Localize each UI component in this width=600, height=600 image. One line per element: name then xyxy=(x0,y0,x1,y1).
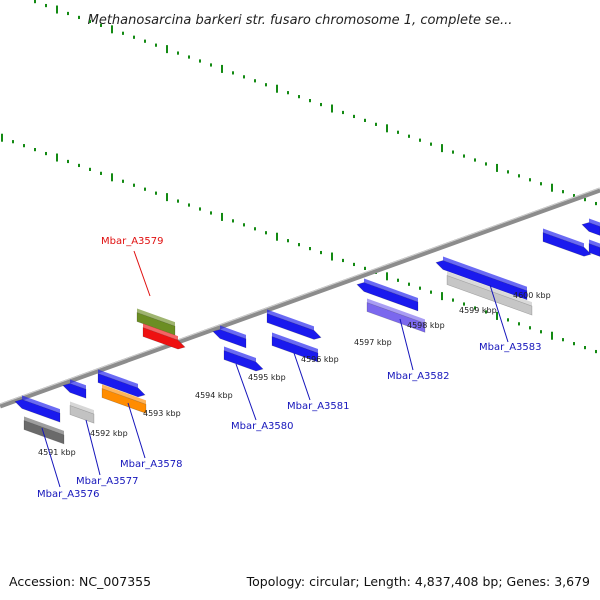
kbp-label: 4596 kbp xyxy=(301,355,339,364)
genome-track: 4591 kbp 4592 kbp 4593 kbp 4594 kbp 4595 kbp… xyxy=(0,0,600,500)
gene-leader-line xyxy=(293,352,311,401)
gene-label: Mbar_A3577 xyxy=(76,476,139,487)
kbp-label: 4592 kbp xyxy=(90,429,128,438)
gene-block-top xyxy=(267,309,314,331)
gene-block xyxy=(101,388,147,414)
gene-block xyxy=(142,327,186,350)
gene-block xyxy=(581,222,600,236)
gene-block xyxy=(588,243,600,257)
genome-stats-label: Topology: circular; Length: 4,837,408 bp… xyxy=(246,574,590,589)
gene-label: Mbar_A3582 xyxy=(387,371,450,382)
gene-block xyxy=(266,313,322,340)
gene-block-top xyxy=(543,228,584,248)
gene-block-top xyxy=(70,401,94,415)
chromosome-backbone-highlight xyxy=(0,187,600,405)
gene-block-top xyxy=(589,239,600,248)
gene-block xyxy=(223,350,264,372)
gene-label: Mbar_A3579 xyxy=(101,236,164,247)
gene-block xyxy=(14,399,61,423)
kbp-label: 4600 kbp xyxy=(513,291,551,300)
kbp-label: 4598 kbp xyxy=(407,321,445,330)
gene-label: Mbar_A3576 xyxy=(37,489,100,500)
gene-leader-line xyxy=(41,427,61,488)
gene-block-top xyxy=(443,256,527,291)
gene-block xyxy=(435,260,528,301)
gene-block-top xyxy=(224,346,256,363)
kbp-label: 4591 kbp xyxy=(38,448,76,457)
gene-block xyxy=(446,275,533,316)
gene-block xyxy=(69,405,95,424)
kbp-label: 4594 kbp xyxy=(195,391,233,400)
gene-label: Mbar_A3581 xyxy=(287,401,350,412)
gene-block-top xyxy=(22,395,60,414)
accession-label: Accession: NC_007355 xyxy=(9,574,151,589)
gene-label: Mbar_A3580 xyxy=(231,421,294,432)
gene-label: Mbar_A3583 xyxy=(479,342,542,353)
gene-leader-line xyxy=(489,284,509,343)
gene-block-top xyxy=(220,325,246,339)
gene-block xyxy=(542,232,592,257)
kbp-label: 4597 kbp xyxy=(354,338,392,347)
gene-block-top xyxy=(589,218,600,227)
kbp-label: 4595 kbp xyxy=(248,373,286,382)
gene-block-top xyxy=(364,278,418,302)
map-title: Methanosarcina barkeri str. fusaro chrom… xyxy=(88,13,513,28)
gene-block-top xyxy=(102,384,146,405)
kbp-label: 4593 kbp xyxy=(143,409,181,418)
gene-block-top xyxy=(367,298,425,324)
gene-block-top xyxy=(98,369,138,388)
gene-leader-line xyxy=(133,250,151,297)
gene-block xyxy=(356,282,419,312)
gene-block xyxy=(23,420,65,445)
kbp-label: 4599 kbp xyxy=(459,306,497,315)
gene-block-top xyxy=(447,271,532,307)
gene-block xyxy=(62,383,87,399)
gene-leader-line xyxy=(235,363,257,421)
gene-block xyxy=(366,302,426,333)
gene-block-top xyxy=(272,332,318,354)
gene-block-top xyxy=(24,416,64,435)
gene-block-top xyxy=(137,308,175,327)
gene-leader-line xyxy=(127,402,146,459)
gene-block-top xyxy=(70,379,86,390)
gene-leader-line xyxy=(399,318,414,371)
gene-block xyxy=(97,373,146,398)
gene-block xyxy=(212,329,247,349)
gene-leader-line xyxy=(85,419,101,476)
gene-label: Mbar_A3578 xyxy=(120,459,183,470)
gene-block-top xyxy=(143,323,178,341)
chromosome-backbone xyxy=(0,187,600,409)
gene-block xyxy=(271,336,319,363)
